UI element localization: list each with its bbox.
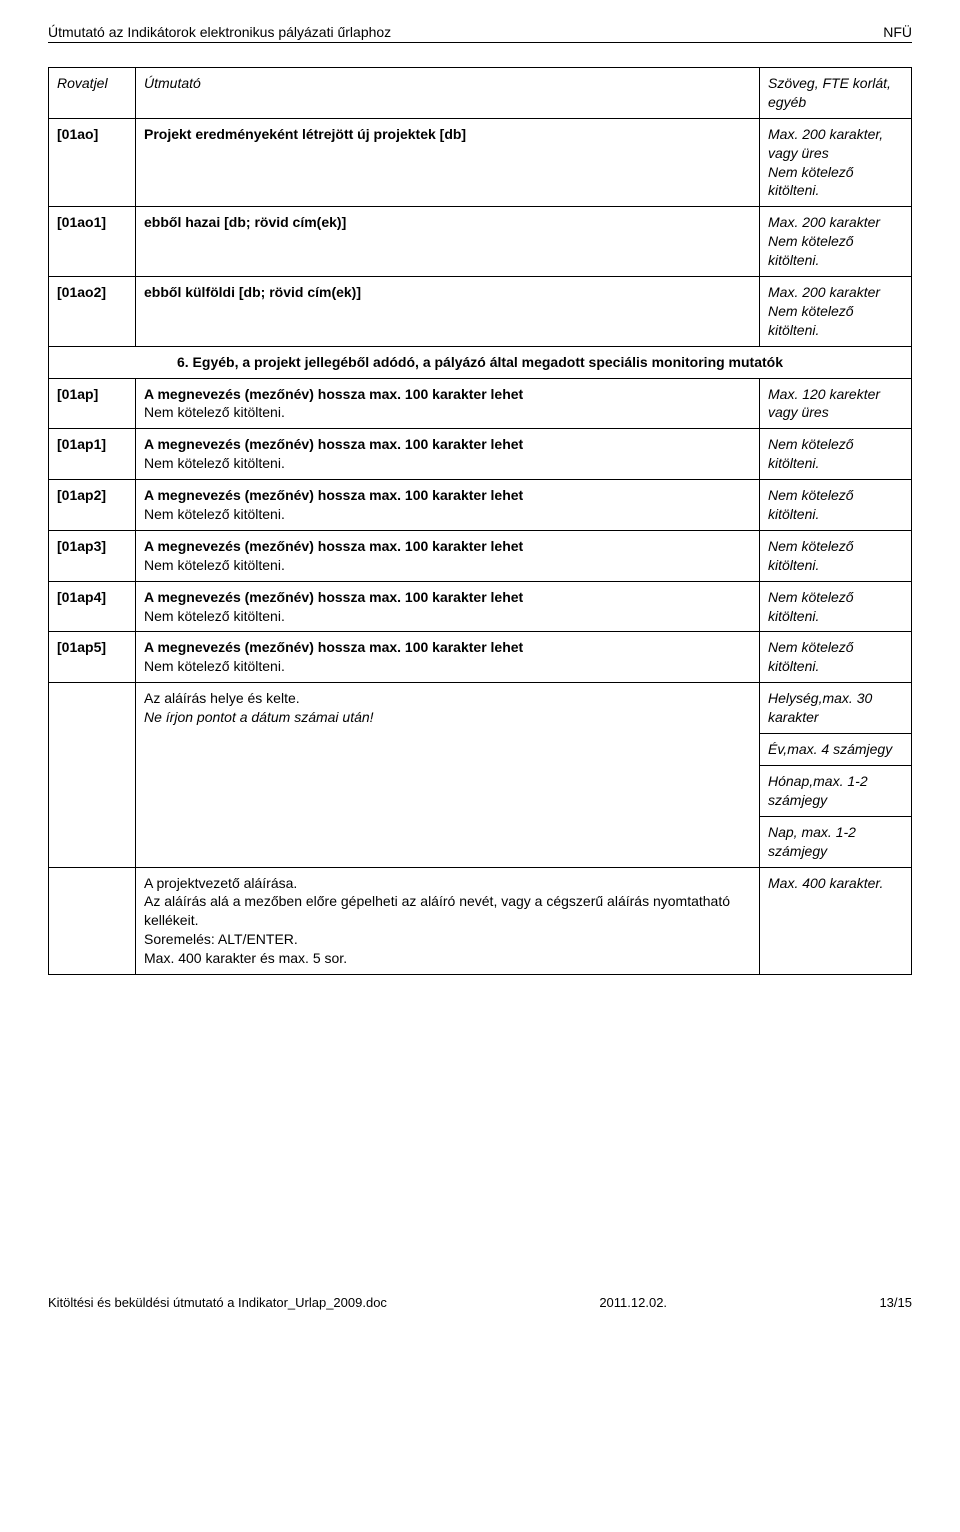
row-guide-plain: Nem kötelező kitölteni. <box>144 506 285 522</box>
row-guide-bold: A megnevezés (mezőnév) hossza max. 100 k… <box>144 589 523 605</box>
header-right: NFÜ <box>883 24 912 40</box>
row-guide-italic: Ne írjon pontot a dátum számai után! <box>144 709 374 725</box>
row-guide-plain: Az aláírás helye és kelte. <box>144 690 300 706</box>
row-guide: A megnevezés (mezőnév) hossza max. 100 k… <box>136 429 760 480</box>
row-guide: A megnevezés (mezőnév) hossza max. 100 k… <box>136 378 760 429</box>
row-id: [01ap4] <box>49 581 136 632</box>
row-guide-plain: Nem kötelező kitölteni. <box>144 658 285 674</box>
header-left: Útmutató az Indikátorok elektronikus pál… <box>48 24 391 40</box>
table-row: [01ap5] A megnevezés (mezőnév) hossza ma… <box>49 632 912 683</box>
row-limit: Nap, max. 1-2 számjegy <box>760 816 912 867</box>
table-header-row: Rovatjel Útmutató Szöveg, FTE korlát, eg… <box>49 68 912 119</box>
row-limit: Max. 120 karekter vagy üres <box>760 378 912 429</box>
table-row: Az aláírás helye és kelte. Ne írjon pont… <box>49 683 912 734</box>
row-id: [01ap1] <box>49 429 136 480</box>
col-header-limit: Szöveg, FTE korlát, egyéb <box>760 68 912 119</box>
page-header: Útmutató az Indikátorok elektronikus pál… <box>48 24 912 43</box>
table-row: [01ao2] ebből külföldi [db; rövid cím(ek… <box>49 277 912 347</box>
row-guide-bold: A megnevezés (mezőnév) hossza max. 100 k… <box>144 386 523 402</box>
row-guide-bold: A megnevezés (mezőnév) hossza max. 100 k… <box>144 487 523 503</box>
row-id: [01ap3] <box>49 530 136 581</box>
row-limit: Helység,max. 30 karakter <box>760 683 912 734</box>
row-limit: Max. 400 karakter. <box>760 867 912 974</box>
footer-left: Kitöltési és beküldési útmutató a Indika… <box>48 1295 387 1310</box>
table-row: [01ap3] A megnevezés (mezőnév) hossza ma… <box>49 530 912 581</box>
table-row: [01ao1] ebből hazai [db; rövid cím(ek)] … <box>49 207 912 277</box>
row-id: [01ao] <box>49 118 136 207</box>
row-limit: Nem kötelező kitölteni. <box>760 581 912 632</box>
row-limit: Max. 200 karakter Nem kötelező kitölteni… <box>760 207 912 277</box>
row-limit: Nem kötelező kitölteni. <box>760 480 912 531</box>
row-limit: Nem kötelező kitölteni. <box>760 429 912 480</box>
row-guide: ebből külföldi [db; rövid cím(ek)] <box>136 277 760 347</box>
row-limit: Év,max. 4 számjegy <box>760 734 912 766</box>
footer-center: 2011.12.02. <box>599 1295 667 1310</box>
col-header-guide: Útmutató <box>136 68 760 119</box>
row-id: [01ap5] <box>49 632 136 683</box>
row-guide-plain: Nem kötelező kitölteni. <box>144 608 285 624</box>
row-limit: Nem kötelező kitölteni. <box>760 530 912 581</box>
table-row: [01ao] Projekt eredményeként létrejött ú… <box>49 118 912 207</box>
row-id: [01ap] <box>49 378 136 429</box>
table-row: A projektvezető aláírása. Az aláírás alá… <box>49 867 912 974</box>
row-guide: A megnevezés (mezőnév) hossza max. 100 k… <box>136 632 760 683</box>
row-guide: A megnevezés (mezőnév) hossza max. 100 k… <box>136 581 760 632</box>
row-guide-bold: A megnevezés (mezőnév) hossza max. 100 k… <box>144 538 523 554</box>
row-id: [01ao1] <box>49 207 136 277</box>
footer-right: 13/15 <box>879 1295 912 1310</box>
row-limit: Nem kötelező kitölteni. <box>760 632 912 683</box>
row-guide: Projekt eredményeként létrejött új proje… <box>136 118 760 207</box>
row-guide-plain: Nem kötelező kitölteni. <box>144 455 285 471</box>
row-limit: Hónap,max. 1-2 számjegy <box>760 765 912 816</box>
row-guide-plain: Nem kötelező kitölteni. <box>144 557 285 573</box>
table-row: [01ap] A megnevezés (mezőnév) hossza max… <box>49 378 912 429</box>
row-guide: A projektvezető aláírása. Az aláírás alá… <box>136 867 760 974</box>
row-limit: Max. 200 karakter, vagy üres Nem kötelez… <box>760 118 912 207</box>
page-footer: Kitöltési és beküldési útmutató a Indika… <box>48 1295 912 1310</box>
col-header-id: Rovatjel <box>49 68 136 119</box>
section-header-row: 6. Egyéb, a projekt jellegéből adódó, a … <box>49 346 912 378</box>
row-guide-plain: Nem kötelező kitölteni. <box>144 404 285 420</box>
row-guide-bold: A megnevezés (mezőnév) hossza max. 100 k… <box>144 436 523 452</box>
row-guide-bold: A megnevezés (mezőnév) hossza max. 100 k… <box>144 639 523 655</box>
row-limit: Max. 200 karakter Nem kötelező kitölteni… <box>760 277 912 347</box>
row-guide: ebből hazai [db; rövid cím(ek)] <box>136 207 760 277</box>
section-header: 6. Egyéb, a projekt jellegéből adódó, a … <box>49 346 912 378</box>
row-id-empty <box>49 867 136 974</box>
row-guide: A megnevezés (mezőnév) hossza max. 100 k… <box>136 480 760 531</box>
row-guide: Az aláírás helye és kelte. Ne írjon pont… <box>136 683 760 867</box>
table-row: [01ap1] A megnevezés (mezőnév) hossza ma… <box>49 429 912 480</box>
table-row: [01ap4] A megnevezés (mezőnév) hossza ma… <box>49 581 912 632</box>
row-id-empty <box>49 683 136 867</box>
row-id: [01ap2] <box>49 480 136 531</box>
main-table: Rovatjel Útmutató Szöveg, FTE korlát, eg… <box>48 67 912 975</box>
table-row: [01ap2] A megnevezés (mezőnév) hossza ma… <box>49 480 912 531</box>
row-id: [01ao2] <box>49 277 136 347</box>
row-guide: A megnevezés (mezőnév) hossza max. 100 k… <box>136 530 760 581</box>
